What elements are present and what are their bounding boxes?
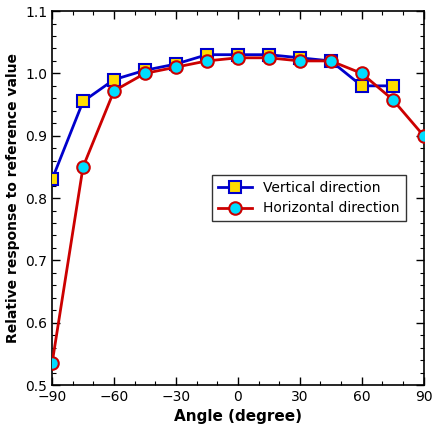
Horizontal direction <box>421 133 426 138</box>
Vertical direction <box>390 83 396 89</box>
Vertical direction <box>111 77 117 82</box>
Y-axis label: Relative response to reference value: Relative response to reference value <box>6 53 20 343</box>
Line: Vertical direction: Vertical direction <box>46 49 399 186</box>
Vertical direction <box>142 68 148 73</box>
Horizontal direction <box>390 97 396 102</box>
Horizontal direction <box>111 88 117 93</box>
Horizontal direction <box>142 71 148 76</box>
Legend: Vertical direction, Horizontal direction: Vertical direction, Horizontal direction <box>212 175 406 221</box>
Horizontal direction <box>173 64 179 70</box>
Vertical direction <box>359 83 364 89</box>
Vertical direction <box>49 177 55 182</box>
Horizontal direction <box>266 55 272 60</box>
Vertical direction <box>173 61 179 67</box>
Vertical direction <box>328 58 333 64</box>
Vertical direction <box>81 99 86 104</box>
Horizontal direction <box>297 58 302 64</box>
Horizontal direction <box>235 55 240 60</box>
Horizontal direction <box>49 361 55 366</box>
Vertical direction <box>266 52 272 57</box>
Horizontal direction <box>204 58 209 64</box>
Vertical direction <box>235 52 240 57</box>
Vertical direction <box>204 52 209 57</box>
Vertical direction <box>297 55 302 60</box>
Line: Horizontal direction: Horizontal direction <box>46 52 430 369</box>
X-axis label: Angle (degree): Angle (degree) <box>174 409 302 424</box>
Horizontal direction <box>328 58 333 64</box>
Horizontal direction <box>359 71 364 76</box>
Horizontal direction <box>81 164 86 169</box>
